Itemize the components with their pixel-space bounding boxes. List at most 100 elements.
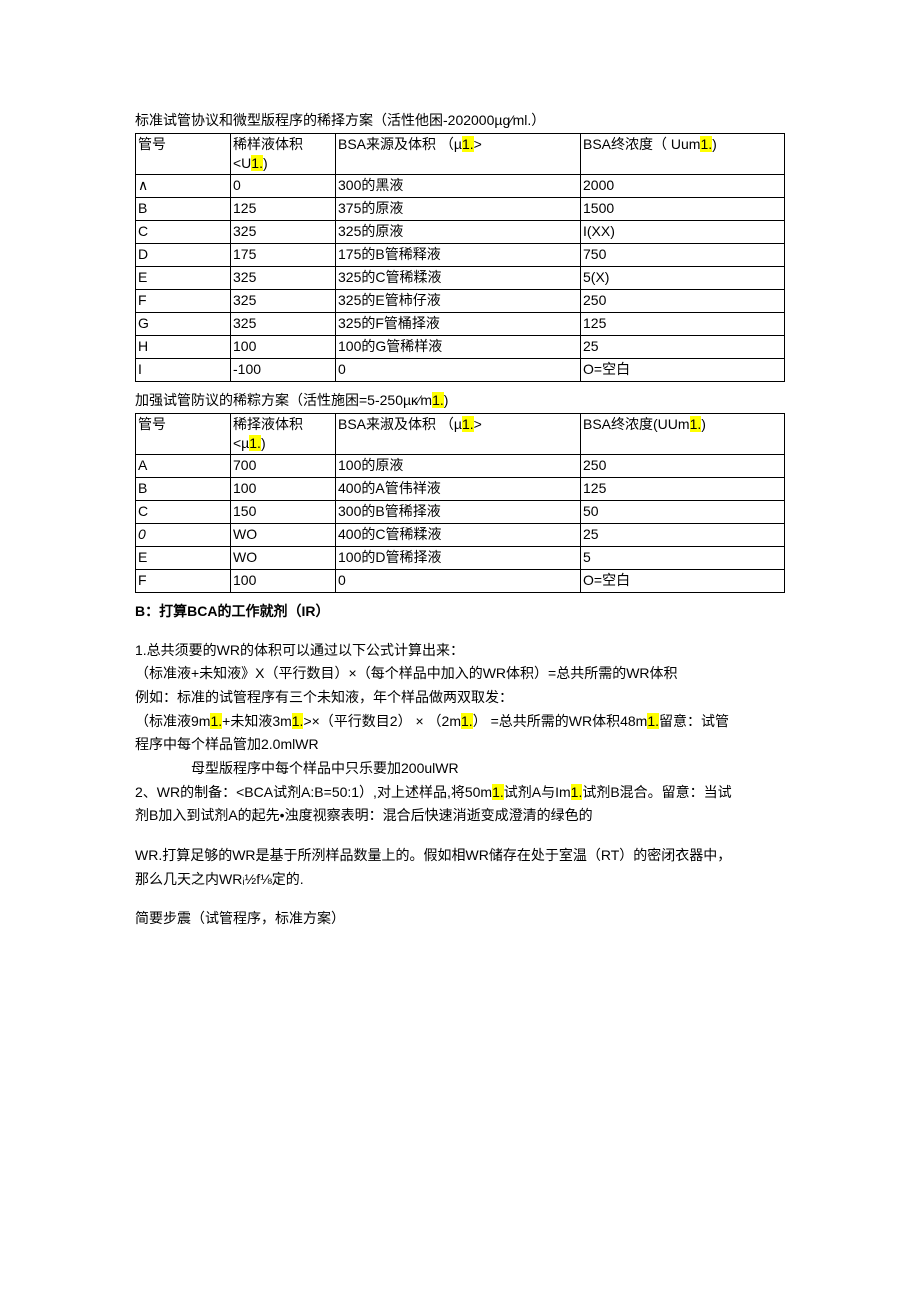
table1-title-text: 标准试管协议和微型版程序的稀择方案（活性他困-202000µg⁄ml.） bbox=[135, 112, 545, 128]
table2: 管号 稀择液体积<µ1.) BSA来淑及体积 （µ1.> BSA终浓度(UUm1… bbox=[135, 413, 785, 593]
body-p5: 程序中每个样品管加2.0mlWR bbox=[135, 734, 785, 756]
section-b-heading: B：打算BCA的工作就剂（IR） bbox=[135, 601, 785, 622]
table1-cell: O=空白 bbox=[581, 358, 785, 381]
table2-cell: A bbox=[136, 454, 231, 477]
table1-cell: ∧ bbox=[136, 174, 231, 197]
body-p3: 例如：标准的试管程序有三个未知液，年个样品做两双取发： bbox=[135, 687, 785, 709]
table1-cell: D bbox=[136, 243, 231, 266]
table2-cell: E bbox=[136, 546, 231, 569]
table1-cell: 325的C管稀糅液 bbox=[336, 266, 581, 289]
table2-cell: WO bbox=[231, 523, 336, 546]
table1-cell: 325的F管桶择液 bbox=[336, 312, 581, 335]
table-row: H100100的G管稀样液25 bbox=[136, 335, 785, 358]
body-p4: （标准液9m1.+未知液3m1.>×（平行数目2） × （2m1.） =总共所需… bbox=[135, 711, 785, 733]
table1-cell: 325 bbox=[231, 266, 336, 289]
table2-cell: 100 bbox=[231, 569, 336, 592]
table2-cell: 100的D管稀择液 bbox=[336, 546, 581, 569]
table1-cell: 125 bbox=[581, 312, 785, 335]
table1-cell: 750 bbox=[581, 243, 785, 266]
table2-cell: 400的A管伟祥液 bbox=[336, 477, 581, 500]
table1-cell: G bbox=[136, 312, 231, 335]
table2-h-c3: BSA来淑及体积 （µ1.> bbox=[336, 413, 581, 454]
table1-cell: 325 bbox=[231, 312, 336, 335]
table-row: C325325的原液I(XX) bbox=[136, 220, 785, 243]
table2-h-c1: 管号 bbox=[136, 413, 231, 454]
table1-cell: F bbox=[136, 289, 231, 312]
table2-cell: 250 bbox=[581, 454, 785, 477]
table2-cell: 700 bbox=[231, 454, 336, 477]
table2-cell: 150 bbox=[231, 500, 336, 523]
table1-h-c3: BSA来源及体积 （µ1.> bbox=[336, 134, 581, 175]
table-row: ∧0300的黑液2000 bbox=[136, 174, 785, 197]
table-row: EWO100的D管稀择液5 bbox=[136, 546, 785, 569]
body-p11: 简要步震（试管程序，标准方案） bbox=[135, 908, 785, 930]
table1-cell: H bbox=[136, 335, 231, 358]
table1-cell: 25 bbox=[581, 335, 785, 358]
table1-cell: 0 bbox=[231, 174, 336, 197]
table2-cell: 25 bbox=[581, 523, 785, 546]
table1-cell: -100 bbox=[231, 358, 336, 381]
table1-cell: 0 bbox=[336, 358, 581, 381]
table1-cell: 325的原液 bbox=[336, 220, 581, 243]
table1-cell: 1500 bbox=[581, 197, 785, 220]
body-p8: 剂B加入到试剂A的起先•浊度视察表明：混合后快速消逝变成澄清的绿色的 bbox=[135, 805, 785, 827]
table1-cell: 175的B管稀释液 bbox=[336, 243, 581, 266]
table1-cell: 325 bbox=[231, 220, 336, 243]
table-row: G325325的F管桶择液125 bbox=[136, 312, 785, 335]
table1-cell: 325的E管柿仔液 bbox=[336, 289, 581, 312]
table2-cell: WO bbox=[231, 546, 336, 569]
table1-title: 标准试管协议和微型版程序的稀择方案（活性他困-202000µg⁄ml.） bbox=[135, 110, 785, 131]
table-row: D175175的B管稀释液750 bbox=[136, 243, 785, 266]
table2-cell: 0 bbox=[336, 569, 581, 592]
table-row: C150300的B管稀择液50 bbox=[136, 500, 785, 523]
table1-cell: C bbox=[136, 220, 231, 243]
table2-cell: 50 bbox=[581, 500, 785, 523]
table-row: F325325的E管柿仔液250 bbox=[136, 289, 785, 312]
table-row: E325325的C管稀糅液5(X) bbox=[136, 266, 785, 289]
table2-cell: O=空白 bbox=[581, 569, 785, 592]
body-p9: WR.打算足够的WR是基于所洌样品数量上的。假如相WR储存在处于室温（RT）的密… bbox=[135, 845, 785, 867]
table2-cell: 125 bbox=[581, 477, 785, 500]
table-row: A700100的原液250 bbox=[136, 454, 785, 477]
table2-cell: 0 bbox=[136, 523, 231, 546]
table2-cell: 100的原液 bbox=[336, 454, 581, 477]
table1-h-c2: 稀样液体积<U1.) bbox=[231, 134, 336, 175]
table2-h-c2: 稀择液体积<µ1.) bbox=[231, 413, 336, 454]
table2-title: 加强试管防议的稀粽方案（活性施困=5-250µκ⁄m1.) bbox=[135, 390, 785, 411]
body-p7: 2、WR的制备：<BCA试剂A:B=50:1）,对上述样品,将50m1.试剂A与… bbox=[135, 782, 785, 804]
table1-cell: 2000 bbox=[581, 174, 785, 197]
table2-cell: 100 bbox=[231, 477, 336, 500]
body-p6: 母型版程序中每个样品中只乐要加200ulWR bbox=[135, 758, 785, 780]
table1-header-row: 管号 稀样液体积<U1.) BSA来源及体积 （µ1.> BSA终浓度（ Uum… bbox=[136, 134, 785, 175]
table2-cell: C bbox=[136, 500, 231, 523]
table1-cell: 5(X) bbox=[581, 266, 785, 289]
table2-h-c4: BSA终浓度(UUm1.) bbox=[581, 413, 785, 454]
table2-cell: 400的C管稀糅液 bbox=[336, 523, 581, 546]
table2-cell: F bbox=[136, 569, 231, 592]
table1-cell: 250 bbox=[581, 289, 785, 312]
table-row: B125375的原液1500 bbox=[136, 197, 785, 220]
table1: 管号 稀样液体积<U1.) BSA来源及体积 （µ1.> BSA终浓度（ Uum… bbox=[135, 133, 785, 382]
table1-cell: 100 bbox=[231, 335, 336, 358]
body-p2: （标准液+未知液》X（平行数目）×（每个样品中加入的WR体积）=总共所需的WR体… bbox=[135, 663, 785, 685]
body-p10: 那么几天之内WRᵢ½f⅛定的. bbox=[135, 869, 785, 891]
table-row: F1000O=空白 bbox=[136, 569, 785, 592]
table1-cell: I bbox=[136, 358, 231, 381]
table2-cell: 5 bbox=[581, 546, 785, 569]
table1-cell: I(XX) bbox=[581, 220, 785, 243]
table2-header-row: 管号 稀择液体积<µ1.) BSA来淑及体积 （µ1.> BSA终浓度(UUm1… bbox=[136, 413, 785, 454]
table1-cell: 125 bbox=[231, 197, 336, 220]
table-row: B100400的A管伟祥液125 bbox=[136, 477, 785, 500]
table2-cell: 300的B管稀择液 bbox=[336, 500, 581, 523]
table1-h-c1: 管号 bbox=[136, 134, 231, 175]
table1-cell: B bbox=[136, 197, 231, 220]
table1-cell: E bbox=[136, 266, 231, 289]
table1-h-c4: BSA终浓度（ Uum1.) bbox=[581, 134, 785, 175]
table-row: I-1000O=空白 bbox=[136, 358, 785, 381]
table1-cell: 100的G管稀样液 bbox=[336, 335, 581, 358]
table-row: 0WO400的C管稀糅液25 bbox=[136, 523, 785, 546]
table1-cell: 375的原液 bbox=[336, 197, 581, 220]
table1-cell: 175 bbox=[231, 243, 336, 266]
table1-cell: 325 bbox=[231, 289, 336, 312]
table1-cell: 300的黑液 bbox=[336, 174, 581, 197]
